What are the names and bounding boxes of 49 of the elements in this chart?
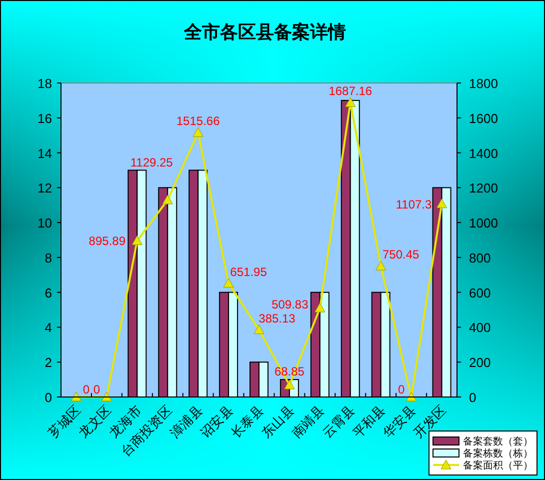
y2-tick-label: 1600 (469, 110, 498, 126)
data-label: 0 (82, 382, 90, 396)
y2-tick-label: 1400 (469, 146, 498, 161)
point (436, 198, 448, 208)
chart-title: 全市各区县备案详情 (183, 22, 346, 43)
point (192, 127, 204, 137)
y2-tick-label: 200 (469, 355, 491, 370)
y-tick-label: 2 (44, 355, 52, 370)
data-label: 0 (93, 382, 100, 396)
point (162, 194, 173, 204)
y-tick-label: 12 (38, 180, 52, 196)
y2-tick-label: 1000 (469, 216, 498, 231)
point (284, 380, 295, 390)
point (345, 97, 356, 107)
y2-tick-label: 600 (469, 285, 491, 300)
data-label: 0 (398, 382, 405, 396)
y2-tick-label: 1800 (469, 76, 498, 91)
y2-tick-label: 0 (469, 390, 476, 405)
legend-label: 备案面积（平） (463, 460, 533, 472)
point (223, 278, 234, 288)
y-tick-label: 14 (38, 146, 52, 161)
y-tick-label: 6 (44, 285, 52, 300)
point (70, 392, 82, 402)
y2-tick-label: 800 (469, 250, 491, 266)
point (376, 260, 386, 270)
y-tick-label: 16 (38, 110, 52, 126)
data-label: 750.45 (382, 248, 420, 262)
y-tick-label: 8 (44, 250, 52, 266)
data-label: 1107.3 (396, 197, 432, 212)
y-tick-label: 10 (38, 216, 52, 231)
y2-tick-label: 400 (469, 320, 491, 336)
data-label: 1129.25 (130, 156, 174, 170)
point (254, 324, 264, 334)
data-label: 1515.66 (176, 114, 220, 128)
y-tick-label: 0 (44, 390, 52, 405)
point (132, 235, 142, 245)
data-label: 1687.16 (328, 84, 372, 98)
y-tick-label: 4 (44, 320, 52, 336)
data-label: 651.95 (230, 264, 268, 279)
point (406, 392, 417, 402)
point (101, 392, 112, 402)
data-label: 509.83 (272, 298, 309, 312)
legend-label: 备案套数（套） (463, 436, 533, 448)
point (314, 302, 326, 312)
data-label: 385.13 (258, 311, 296, 326)
y2-tick-label: 1200 (469, 180, 498, 196)
data-label: 895.89 (88, 234, 126, 248)
legend-label: 备案栋数（栋） (463, 448, 533, 460)
y-tick-label: 18 (38, 76, 52, 91)
